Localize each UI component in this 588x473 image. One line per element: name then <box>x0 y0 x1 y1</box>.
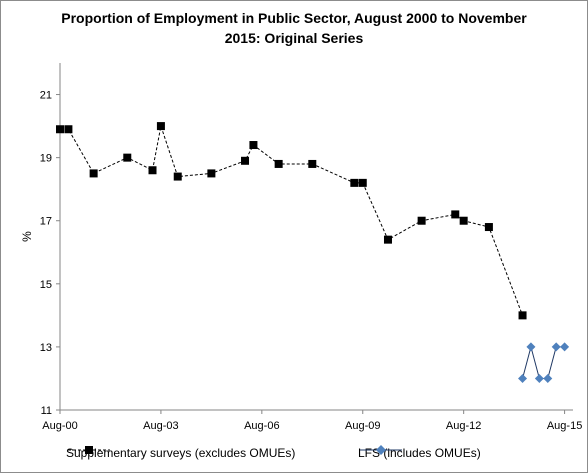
data-point-1 <box>560 342 570 352</box>
axes <box>56 63 573 414</box>
data-point-0 <box>484 223 493 232</box>
data-point-0 <box>451 210 460 219</box>
series-line-1 <box>522 344 565 379</box>
legend: Supplementary surveys (excludes OMUEs) L… <box>60 443 580 463</box>
y-tick-label: 15 <box>40 279 52 291</box>
legend-item-lfs: LFS (includes OMUEs) <box>358 443 481 463</box>
legend-symbol-supplementary <box>68 446 110 454</box>
x-tick-label: Aug-06 <box>244 420 279 432</box>
data-point-1 <box>534 373 544 383</box>
data-point-0 <box>459 216 468 225</box>
y-axis-label: % <box>20 231 34 242</box>
y-tick-label: 21 <box>40 90 52 102</box>
y-tick-label: 19 <box>40 153 52 165</box>
x-tick-label: Aug-12 <box>446 420 481 432</box>
data-point-0 <box>207 169 216 178</box>
tick-labels: 11 13 15 17 19 21 Aug-00 Aug-03 Aug-06 Aug-09 Aug-… <box>40 90 583 432</box>
data-point-0 <box>274 159 283 168</box>
data-point-0 <box>308 159 317 168</box>
data-point-0 <box>148 166 157 175</box>
legend-label-supplementary: Supplementary surveys (excludes OMUEs) <box>66 446 296 460</box>
data-point-0 <box>173 172 182 181</box>
data-point-0 <box>156 122 165 131</box>
legend-symbol-lfs <box>360 445 402 455</box>
data-point-0 <box>383 235 392 244</box>
data-point-0 <box>64 125 73 134</box>
series-layer <box>56 122 570 383</box>
data-point-0 <box>249 141 258 150</box>
x-tick-label: Aug-09 <box>345 420 380 432</box>
x-tick-label: Aug-15 <box>547 420 582 432</box>
data-point-0 <box>417 216 426 225</box>
data-point-0 <box>123 153 132 162</box>
x-tick-label: Aug-00 <box>42 420 77 432</box>
data-point-0 <box>518 311 527 320</box>
chart-title-line-2: 2015: Original Series <box>224 30 364 46</box>
data-point-1 <box>526 342 536 352</box>
data-point-1 <box>518 373 528 383</box>
data-point-1 <box>551 342 561 352</box>
data-point-0 <box>56 125 64 134</box>
chart-title-line-1: Proportion of Employment in Public Secto… <box>61 10 527 26</box>
y-tick-label: 17 <box>40 216 52 228</box>
data-point-0 <box>89 169 98 178</box>
data-point-0 <box>358 178 367 187</box>
data-point-1 <box>543 373 553 383</box>
y-tick-label: 13 <box>40 342 52 354</box>
data-point-0 <box>350 178 359 187</box>
y-tick-label: 11 <box>41 405 52 417</box>
chart-title: Proportion of Employment in Public Secto… <box>0 8 588 48</box>
legend-item-supplementary: Supplementary surveys (excludes OMUEs) <box>66 443 295 463</box>
data-point-0 <box>241 156 250 165</box>
x-tick-label: Aug-03 <box>143 420 178 432</box>
series-line-0 <box>60 124 524 316</box>
